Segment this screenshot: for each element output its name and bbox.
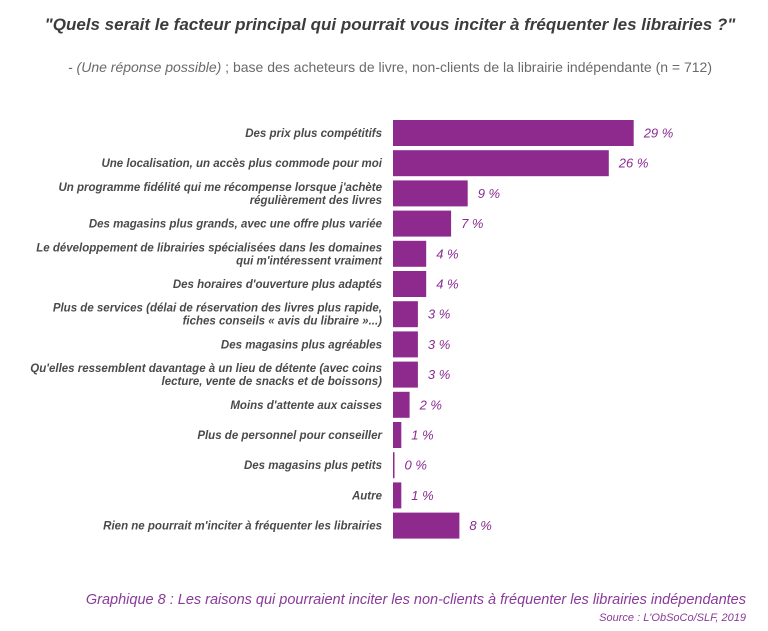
bar-value-label: 2 % (419, 397, 442, 412)
bar-value-label: 7 % (461, 216, 483, 231)
bars-group: 29 % Des prix plus compétitifs 26 % Une loc… (30, 120, 673, 539)
category-label: lecture, vente de snacks et de boissons) (162, 376, 383, 388)
bar-value-label: 29 % (643, 126, 674, 141)
bar (393, 512, 460, 539)
category-label: Des magasins plus grands, avec une offre… (89, 219, 383, 231)
bar-value-label: 26 % (618, 156, 649, 171)
figure-caption: Graphique 8 : Les raisons qui pourraient… (85, 592, 746, 608)
chart-subtitle: - (Une réponse possible) ; base des ache… (40, 58, 740, 76)
bar-value-label: 1 % (411, 488, 433, 503)
bar-value-label: 4 % (436, 246, 458, 261)
bar-value-label: 0 % (405, 458, 427, 473)
bar (393, 361, 418, 388)
category-label: fiches conseils « avis du libraire »...) (183, 316, 383, 328)
source-note: Source : L'ObSoCo/SLF, 2019 (599, 612, 746, 624)
bar-value-label: 3 % (428, 367, 450, 382)
category-label: Qu'elles ressemblent davantage à un lieu… (30, 363, 382, 375)
category-label: Plus de services (délai de réservation d… (53, 303, 382, 315)
bar (393, 210, 452, 237)
category-label: Une localisation, un accès plus commode … (101, 158, 382, 170)
subtitle-note: - (Une réponse possible) (68, 59, 222, 75)
category-label: Rien ne pourrait m'inciter à fréquenter … (103, 521, 382, 533)
bar (393, 301, 418, 328)
chart-title: "Quels serait le facteur principal qui p… (44, 15, 736, 34)
bar (393, 422, 402, 448)
bar (393, 331, 418, 358)
bar (393, 482, 402, 509)
category-label: Des magasins plus petits (244, 460, 382, 472)
category-label: Moins d'attente aux caisses (230, 400, 382, 412)
bar-value-label: 3 % (428, 337, 450, 352)
bar (393, 391, 410, 418)
bar (393, 452, 395, 479)
bar (393, 240, 427, 267)
bar-value-label: 9 % (478, 186, 500, 201)
category-label: Autre (351, 490, 383, 502)
bar (393, 271, 427, 297)
category-label: Un programme fidélité qui me récompense … (58, 182, 382, 194)
category-label: régulièrement des livres (250, 195, 382, 207)
bar-chart: 29 % Des prix plus compétitifs 26 % Une loc… (30, 120, 673, 539)
bar (393, 180, 468, 207)
bar-value-label: 3 % (428, 307, 450, 322)
bar-value-label: 8 % (469, 518, 491, 533)
subtitle-base: ; base des acheteurs de livre, non-clien… (221, 59, 712, 75)
bar (393, 120, 634, 146)
category-label: Des magasins plus agréables (221, 339, 382, 351)
category-label: Le développement de librairies spécialis… (36, 242, 382, 254)
bar-value-label: 1 % (411, 428, 433, 443)
bar-value-label: 4 % (436, 277, 458, 292)
category-label: Des horaires d'ouverture plus adaptés (173, 279, 382, 291)
category-label: qui m'intéressent vraiment (236, 255, 383, 267)
category-label: Des prix plus compétitifs (245, 128, 382, 140)
bar (393, 150, 609, 177)
category-label: Plus de personnel pour conseiller (197, 430, 382, 442)
